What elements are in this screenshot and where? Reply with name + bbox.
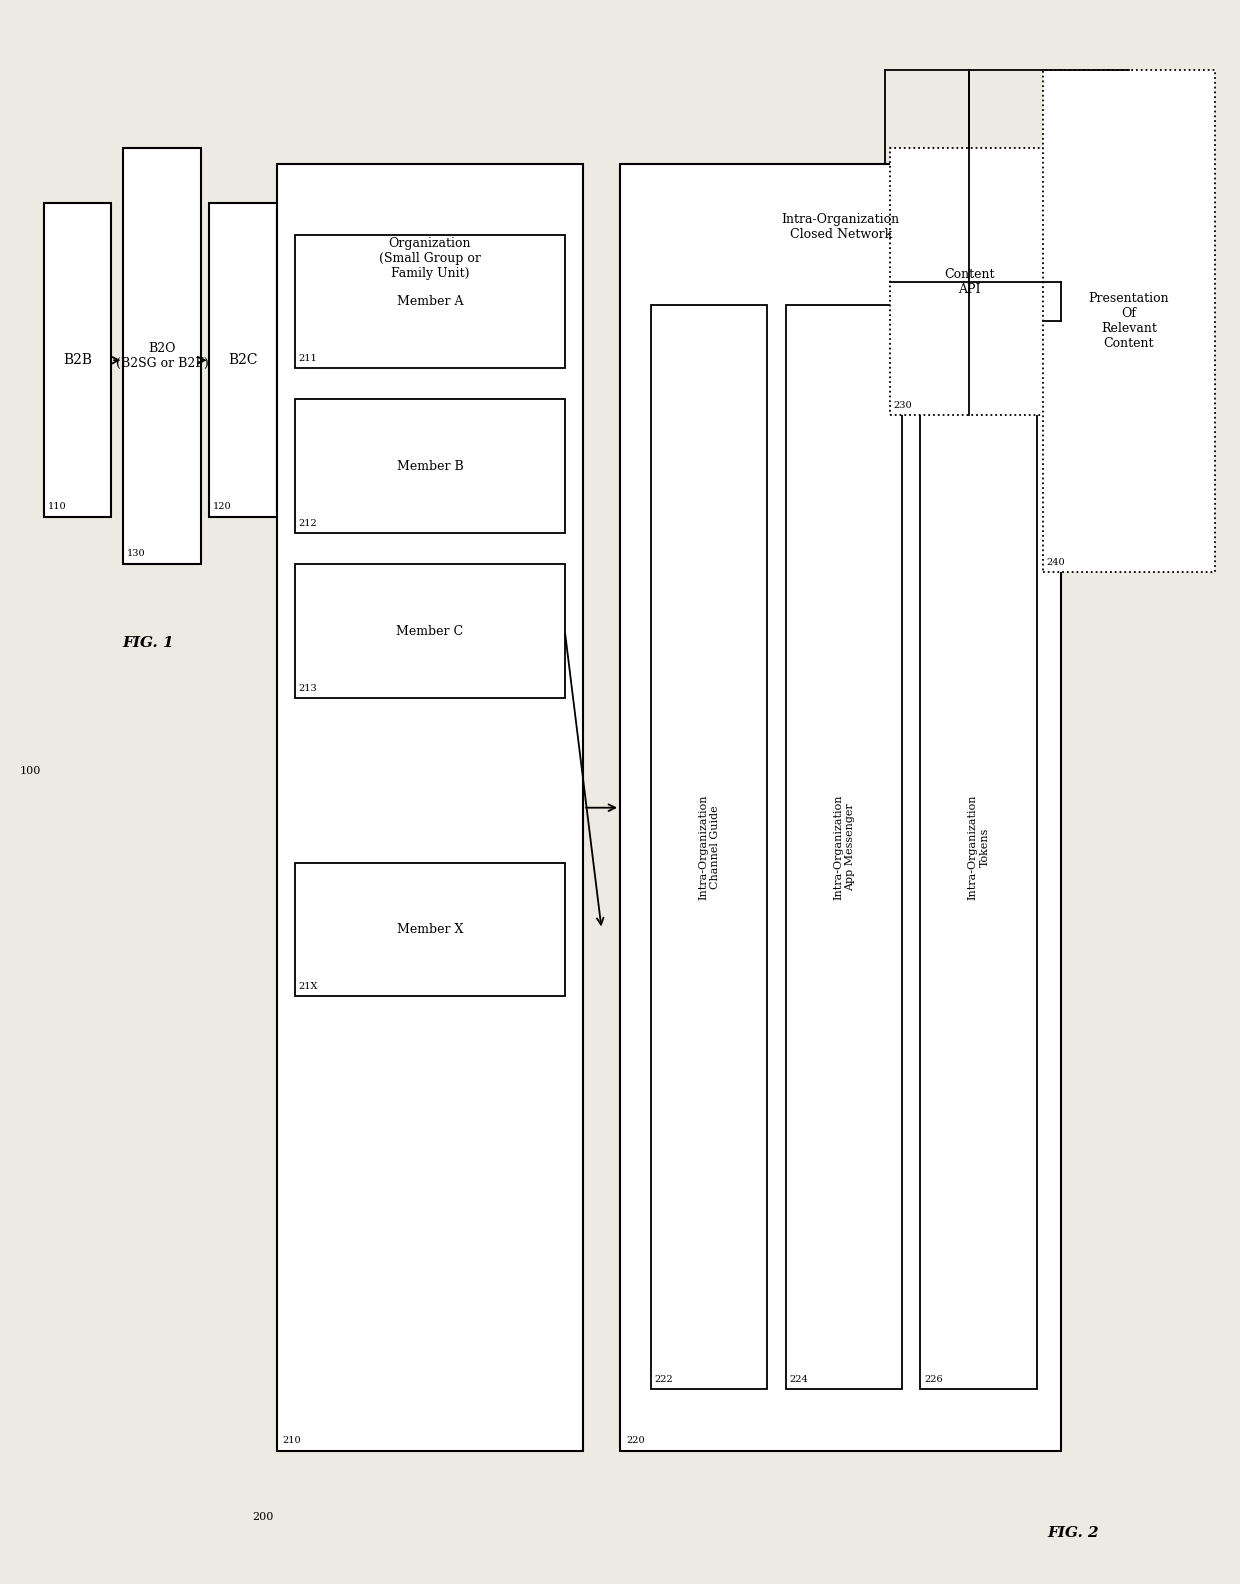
FancyBboxPatch shape (277, 165, 583, 1451)
Text: Member X: Member X (397, 923, 464, 936)
Text: Intra-Organization
Tokens: Intra-Organization Tokens (968, 794, 990, 900)
Text: 224: 224 (789, 1375, 808, 1384)
Text: 212: 212 (299, 520, 317, 527)
FancyBboxPatch shape (620, 165, 1061, 1451)
FancyBboxPatch shape (651, 306, 768, 1389)
Text: 211: 211 (299, 355, 317, 363)
FancyBboxPatch shape (124, 149, 201, 564)
Text: Intra-Organization
Channel Guide: Intra-Organization Channel Guide (698, 794, 719, 900)
Text: 200: 200 (252, 1513, 274, 1522)
Text: 226: 226 (924, 1375, 942, 1384)
FancyBboxPatch shape (295, 399, 565, 532)
Text: Content
API: Content API (944, 268, 994, 296)
Text: FIG. 2: FIG. 2 (1048, 1525, 1100, 1540)
Text: Organization
(Small Group or
Family Unit): Organization (Small Group or Family Unit… (379, 236, 481, 280)
FancyBboxPatch shape (295, 863, 565, 996)
FancyBboxPatch shape (43, 203, 112, 518)
Text: 100: 100 (19, 767, 41, 776)
Text: Presentation
Of
Relevant
Content: Presentation Of Relevant Content (1089, 291, 1169, 350)
Text: 220: 220 (626, 1437, 645, 1445)
Text: 222: 222 (655, 1375, 673, 1384)
Text: Member A: Member A (397, 295, 464, 307)
Text: 230: 230 (894, 401, 913, 410)
FancyBboxPatch shape (210, 203, 277, 518)
Text: 130: 130 (128, 550, 146, 558)
Text: Member B: Member B (397, 459, 464, 472)
Text: Intra-Organization
Closed Network: Intra-Organization Closed Network (781, 212, 900, 241)
FancyBboxPatch shape (920, 306, 1037, 1389)
Text: Member C: Member C (397, 624, 464, 638)
Text: 110: 110 (47, 502, 66, 512)
FancyBboxPatch shape (785, 306, 901, 1389)
FancyBboxPatch shape (295, 564, 565, 699)
Text: 240: 240 (1047, 559, 1065, 567)
Text: 21X: 21X (299, 982, 319, 992)
FancyBboxPatch shape (295, 234, 565, 367)
FancyBboxPatch shape (890, 149, 1049, 415)
Text: FIG. 1: FIG. 1 (122, 635, 174, 649)
Text: 213: 213 (299, 684, 317, 694)
Text: B2O
(B2SG or B2F): B2O (B2SG or B2F) (115, 342, 208, 371)
FancyBboxPatch shape (1043, 70, 1215, 572)
Text: 210: 210 (283, 1437, 301, 1445)
Text: B2C: B2C (228, 353, 258, 367)
Text: B2B: B2B (63, 353, 92, 367)
Text: 120: 120 (213, 502, 232, 512)
Text: Intra-Organization
App Messenger: Intra-Organization App Messenger (833, 794, 854, 900)
